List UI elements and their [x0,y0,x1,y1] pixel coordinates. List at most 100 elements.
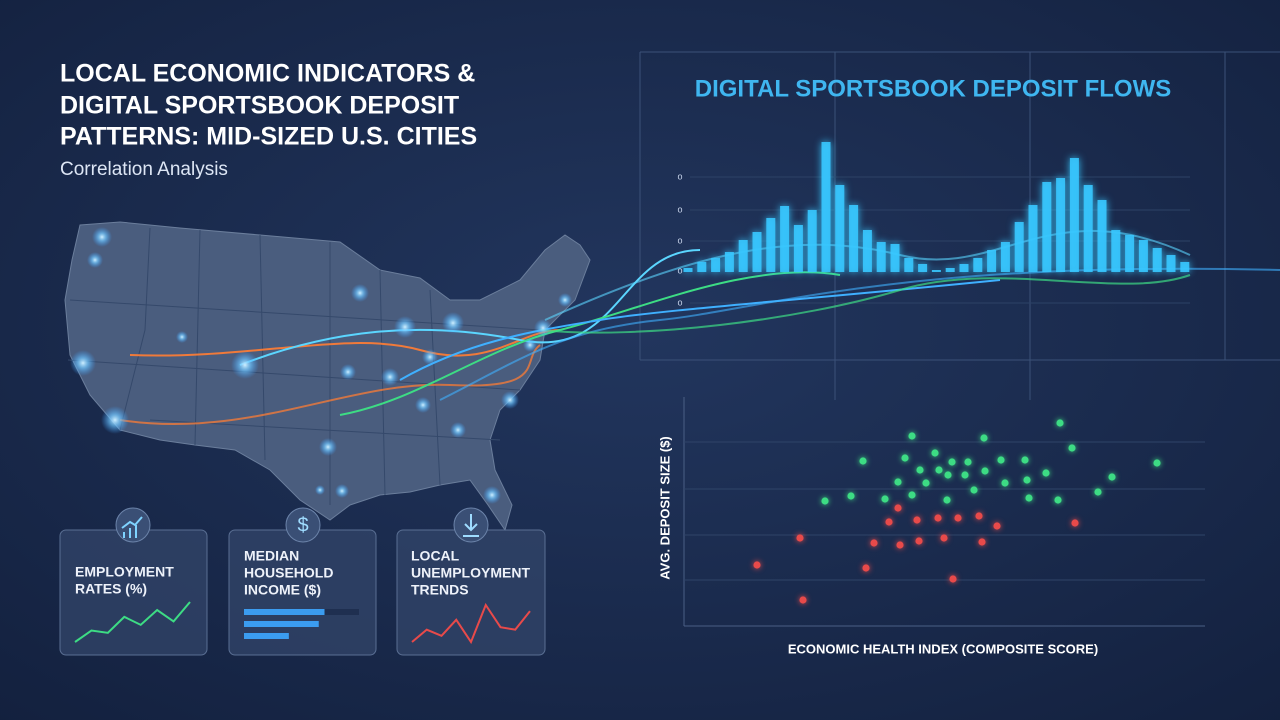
bar [711,258,721,272]
scatter-point [847,492,855,500]
bar [1125,235,1135,272]
bar [904,258,914,272]
card-label: RATES (%) [75,581,147,597]
scatter-point [908,432,916,440]
scatter-point [799,596,807,604]
bar [945,268,955,272]
scatter-point [964,458,972,466]
scatter-point [859,457,867,465]
scatter-point [870,539,878,547]
bar [931,270,941,272]
bar-chart-title: DIGITAL SPORTSBOOK DEPOSIT FLOWS [695,75,1171,102]
bar [724,252,734,272]
scatter-point [943,496,951,504]
scatter-point [896,541,904,549]
card-label: TRENDS [411,582,469,598]
x-axis-label: ECONOMIC HEALTH INDEX (COMPOSITE SCORE) [788,641,1098,656]
scatter-point [753,561,761,569]
bar [1138,240,1148,272]
scatter-point [915,537,923,545]
y-tick-label: o [677,297,682,307]
scatter-point [940,534,948,542]
bar [849,205,859,272]
scatter-point [1021,456,1029,464]
bar [959,264,969,272]
download-icon [463,514,479,537]
bar [766,218,776,272]
scatter-point [944,471,952,479]
scatter-point [922,479,930,487]
card-label: EMPLOYMENT [75,564,174,580]
scatter-point [981,467,989,475]
bar [780,206,790,272]
bar [1042,182,1052,272]
bar [1097,200,1107,272]
bar [1180,262,1190,272]
subtitle: Correlation Analysis [60,159,228,180]
title-line: LOCAL ECONOMIC INDICATORS & [60,60,475,88]
scatter-point [1094,488,1102,496]
dollar-icon: $ [297,514,308,536]
scatter-point [796,534,804,542]
bar [987,250,997,272]
card-label: LOCAL [411,548,460,564]
bar [1083,185,1093,272]
bar [835,185,845,272]
scatter-point [901,454,909,462]
y-axis-label: AVG. DEPOSIT SIZE ($) [657,436,672,580]
scatter-point [1054,496,1062,504]
scatter-point [894,478,902,486]
scatter-point [913,516,921,524]
sparkline [411,602,531,645]
scatter-point [908,491,916,499]
scatter-point [1025,494,1033,502]
y-tick-label: o [677,265,682,275]
scatter-point [1056,419,1064,427]
bar [1111,230,1121,272]
bar [697,262,707,272]
bar [1166,255,1176,272]
flow-lines [119,229,1280,426]
y-tick-label: o [677,171,682,181]
bar [890,244,900,272]
scatter-point [1042,469,1050,477]
bar [752,232,762,272]
bar [973,258,983,272]
bar [862,230,872,272]
title-line: DIGITAL SPORTSBOOK DEPOSIT [60,92,459,120]
scatter-point [949,575,957,583]
y-tick-label: o [677,204,682,214]
bar [1014,222,1024,272]
scatter-point [862,564,870,572]
scatter-point [821,497,829,505]
bar [1000,242,1010,272]
scatter-point [916,466,924,474]
bar [1028,205,1038,272]
bar [1069,158,1079,272]
scatter-point [997,456,1005,464]
scatter-point [970,486,978,494]
y-tick-label: o [677,235,682,245]
scatter-point [1001,479,1009,487]
scatter-frame [683,397,1205,627]
bar [793,225,803,272]
income-bar [244,609,325,615]
city-glows [70,227,572,504]
scatter-point [1068,444,1076,452]
scatter-point [935,466,943,474]
scatter-point [894,504,902,512]
scatter-point [980,434,988,442]
card-label: MEDIAN [244,548,299,564]
scatter-point [934,514,942,522]
scatter-point [881,495,889,503]
scatter-point [961,471,969,479]
card-icon [285,507,321,543]
scatter-point [1071,519,1079,527]
bar [1152,248,1162,272]
chart-icon [121,516,143,538]
scatter-point [1108,473,1116,481]
scatter-point [978,538,986,546]
card-label: INCOME ($) [244,582,321,598]
card-label: UNEMPLOYMENT [411,565,530,581]
